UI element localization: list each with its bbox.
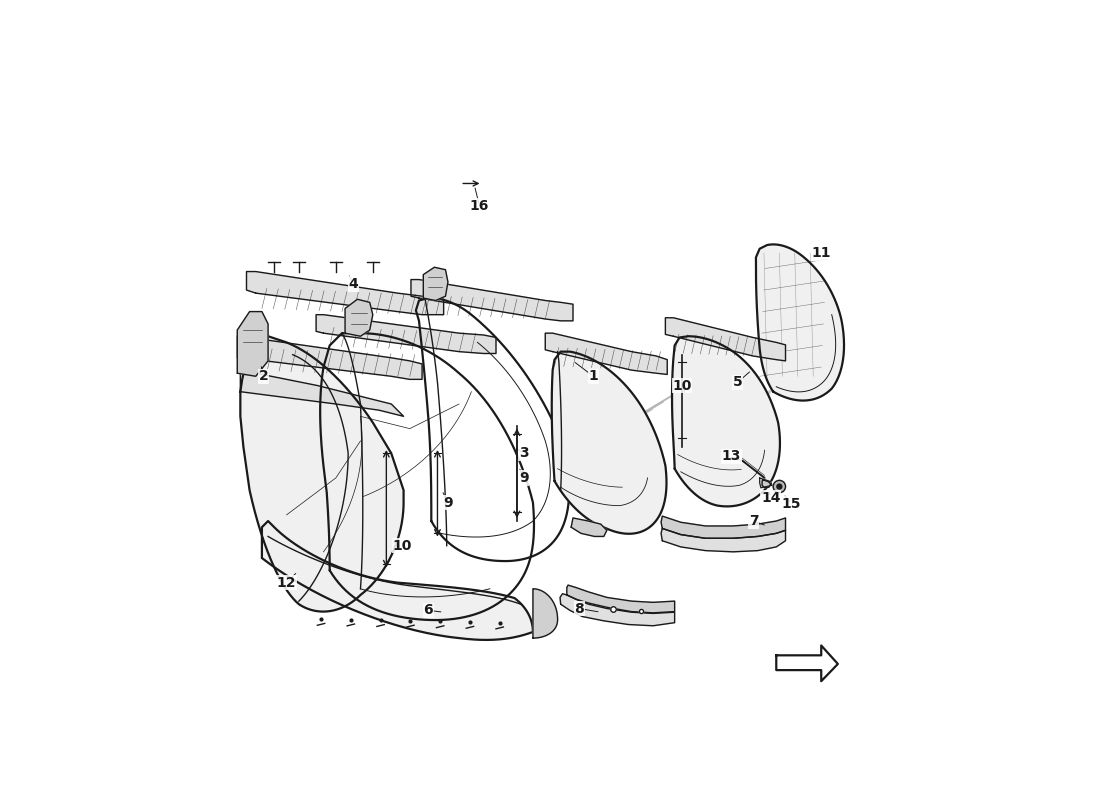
- Polygon shape: [666, 318, 785, 361]
- Polygon shape: [762, 480, 771, 488]
- Polygon shape: [552, 352, 667, 534]
- Polygon shape: [756, 244, 844, 401]
- Polygon shape: [546, 333, 668, 374]
- Text: 16: 16: [470, 198, 490, 213]
- Circle shape: [777, 484, 782, 489]
- Polygon shape: [240, 336, 404, 611]
- Polygon shape: [262, 521, 532, 640]
- Polygon shape: [532, 589, 558, 638]
- Polygon shape: [238, 311, 268, 376]
- Text: 8: 8: [574, 602, 584, 615]
- Text: 14: 14: [761, 490, 781, 505]
- Text: 13: 13: [722, 450, 741, 463]
- Text: 10: 10: [393, 538, 412, 553]
- Text: 15: 15: [782, 497, 802, 510]
- Polygon shape: [760, 478, 772, 488]
- Circle shape: [773, 480, 785, 493]
- Text: 5: 5: [733, 375, 742, 390]
- Polygon shape: [571, 518, 607, 537]
- Polygon shape: [240, 370, 404, 416]
- Text: 10: 10: [672, 378, 692, 393]
- Polygon shape: [345, 299, 373, 336]
- Polygon shape: [777, 646, 838, 682]
- Polygon shape: [672, 336, 780, 506]
- Text: 3: 3: [519, 446, 528, 460]
- Text: 9: 9: [519, 471, 528, 485]
- Text: 7: 7: [749, 514, 758, 528]
- Text: 9: 9: [443, 495, 453, 510]
- Polygon shape: [316, 314, 496, 354]
- Text: 12: 12: [277, 576, 296, 590]
- Polygon shape: [661, 529, 785, 552]
- Text: 6: 6: [424, 603, 433, 618]
- Polygon shape: [424, 267, 448, 301]
- Polygon shape: [246, 271, 443, 314]
- Text: 11: 11: [812, 246, 830, 260]
- Polygon shape: [560, 594, 674, 626]
- Text: 1: 1: [588, 370, 598, 383]
- Polygon shape: [566, 585, 674, 613]
- Polygon shape: [411, 279, 573, 321]
- Polygon shape: [238, 336, 422, 379]
- Text: 4: 4: [349, 277, 358, 291]
- Polygon shape: [661, 516, 785, 538]
- Text: 2: 2: [258, 370, 268, 383]
